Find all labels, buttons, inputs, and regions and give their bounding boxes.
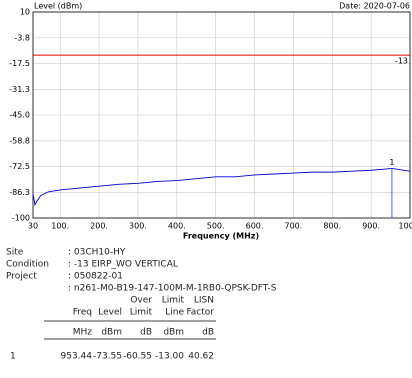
info-label: Condition xyxy=(6,260,49,270)
marker-label: 1 xyxy=(389,158,394,167)
table-header: MHz xyxy=(73,328,93,338)
x-tick-label: 500. xyxy=(207,222,225,231)
x-tick-label: 700. xyxy=(284,222,302,231)
table-cell: 1 xyxy=(10,352,16,362)
table-cell: 40.62 xyxy=(188,352,214,362)
x-tick-label: 100. xyxy=(51,222,69,231)
y-tick-label: -31.3 xyxy=(9,85,30,94)
x-tick-label: 200. xyxy=(90,222,108,231)
y-tick-label: -17.5 xyxy=(9,59,30,68)
table-header: Level xyxy=(98,308,122,318)
y-tick-label: -100 xyxy=(12,214,30,223)
info-value: : 050822-01 xyxy=(68,272,123,282)
info-value: : 03CH10-HY xyxy=(68,248,126,258)
x-tick-label: 1000. xyxy=(399,222,412,231)
table-cell: -60.55 xyxy=(123,352,152,362)
table-header: Limit xyxy=(130,308,153,318)
info-value: : n261-M0-B19-147-100M-M-1RB0-QPSK-DFT-S xyxy=(68,284,277,294)
y-axis-label: Level (dBm) xyxy=(34,2,82,11)
table-header: dBm xyxy=(163,328,184,338)
table-header: dB xyxy=(140,328,152,338)
x-tick-label: 30 xyxy=(28,222,38,231)
table-header: Freq xyxy=(73,308,92,318)
y-tick-label: -58.8 xyxy=(9,136,30,145)
table-header: dB xyxy=(202,328,214,338)
y-tick-label: -72.5 xyxy=(9,162,30,171)
y-tick-label: -3.8 xyxy=(14,33,30,42)
table-header: LISN xyxy=(194,296,214,306)
table-header: dBm xyxy=(101,328,122,338)
x-axis-label: Frequency (MHz) xyxy=(183,232,259,241)
info-value: : -13 EIRP_WO VERTICAL xyxy=(68,260,178,270)
y-tick-label: 10 xyxy=(20,8,30,17)
table-header: Limit xyxy=(162,296,185,306)
table-header: Factor xyxy=(186,308,214,318)
plot-frame xyxy=(32,11,411,219)
trace xyxy=(32,168,411,207)
x-tick-label: 300. xyxy=(129,222,147,231)
table-header: Over xyxy=(130,296,152,306)
x-tick-label: 900. xyxy=(362,222,380,231)
x-tick-label: 400. xyxy=(168,222,186,231)
table-cell: -73.55 xyxy=(93,352,122,362)
table-cell: 953.44 xyxy=(61,352,93,362)
limit-label: -13 xyxy=(395,57,408,66)
y-tick-label: -45.0 xyxy=(9,111,30,120)
table-cell: -13.00 xyxy=(155,352,184,362)
x-tick-label: 800. xyxy=(323,222,341,231)
info-label: Site xyxy=(6,248,24,258)
x-tick-label: 600. xyxy=(246,222,264,231)
table-header: Line xyxy=(165,308,184,318)
info-label: Project xyxy=(6,272,37,282)
date: Date: 2020-07-06 xyxy=(339,2,410,11)
y-tick-label: -86.3 xyxy=(9,188,30,197)
